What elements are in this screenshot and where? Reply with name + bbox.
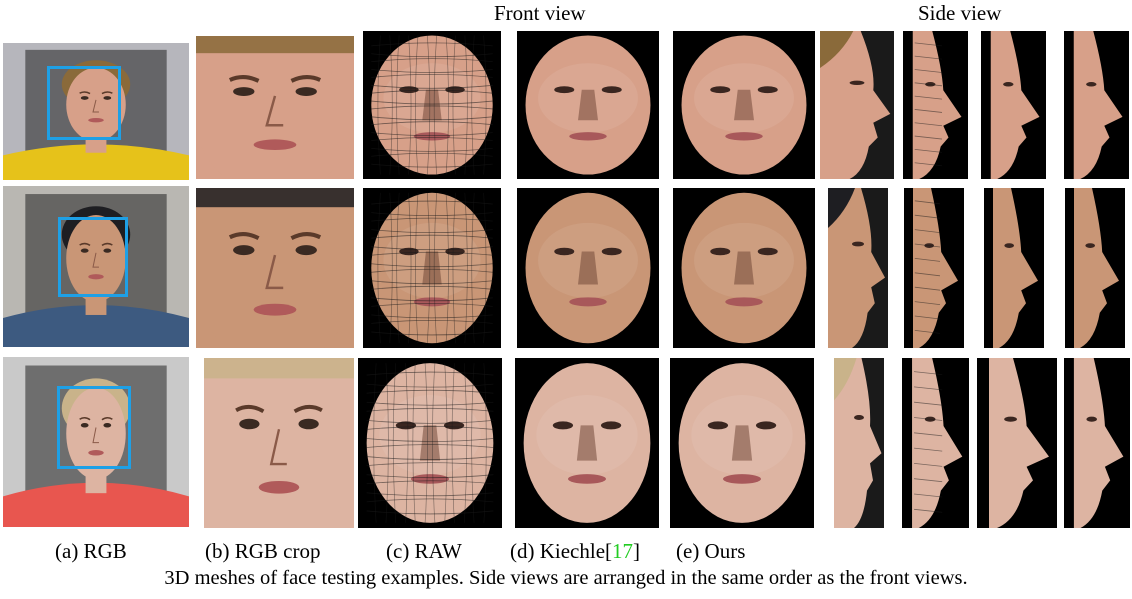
side-view-photo [820, 31, 894, 179]
side-view-ours [1064, 358, 1130, 528]
side-view-raw [904, 188, 964, 348]
mesh-ours [670, 358, 814, 528]
rgb-crop [196, 188, 354, 348]
side-view-kiechle [981, 31, 1046, 179]
side-view-ours [1065, 188, 1125, 348]
face-detection-box [57, 386, 131, 469]
mesh-kiechle [517, 188, 659, 348]
mesh-ours [673, 31, 815, 179]
label-rgb: (a) RGB [55, 539, 127, 563]
side-view-raw [902, 358, 969, 528]
side-view-kiechle [977, 358, 1057, 528]
front-view-header: Front view [494, 1, 586, 25]
label-kiechle-text: (d) Kiechle[ [510, 539, 613, 563]
mesh-raw [363, 188, 501, 348]
side-view-kiechle [984, 188, 1044, 348]
label-rgb-crop: (b) RGB crop [205, 539, 321, 563]
side-view-raw [903, 31, 968, 179]
side-view-header: Side view [918, 1, 1002, 25]
face-detection-box [58, 217, 128, 297]
rgb-crop [196, 36, 354, 179]
label-kiechle: (d) Kiechle[17] [510, 538, 640, 564]
rgb-photo [3, 357, 189, 527]
side-view-photo [828, 188, 888, 348]
label-raw: (c) RAW [386, 539, 462, 563]
mesh-kiechle [515, 358, 659, 528]
mesh-ours [673, 188, 815, 348]
figure-caption: 3D meshes of face testing examples. Side… [164, 567, 968, 589]
label-ours: (e) Ours [676, 539, 746, 563]
rgb-crop [204, 358, 354, 528]
label-kiechle-suffix: ] [633, 539, 641, 563]
side-view-ours [1064, 31, 1129, 179]
side-view-photo [834, 358, 884, 528]
mesh-kiechle [517, 31, 659, 179]
mesh-raw [363, 31, 501, 179]
mesh-raw [358, 358, 502, 528]
citation-link[interactable]: 17 [612, 539, 634, 563]
face-detection-box [47, 66, 121, 140]
